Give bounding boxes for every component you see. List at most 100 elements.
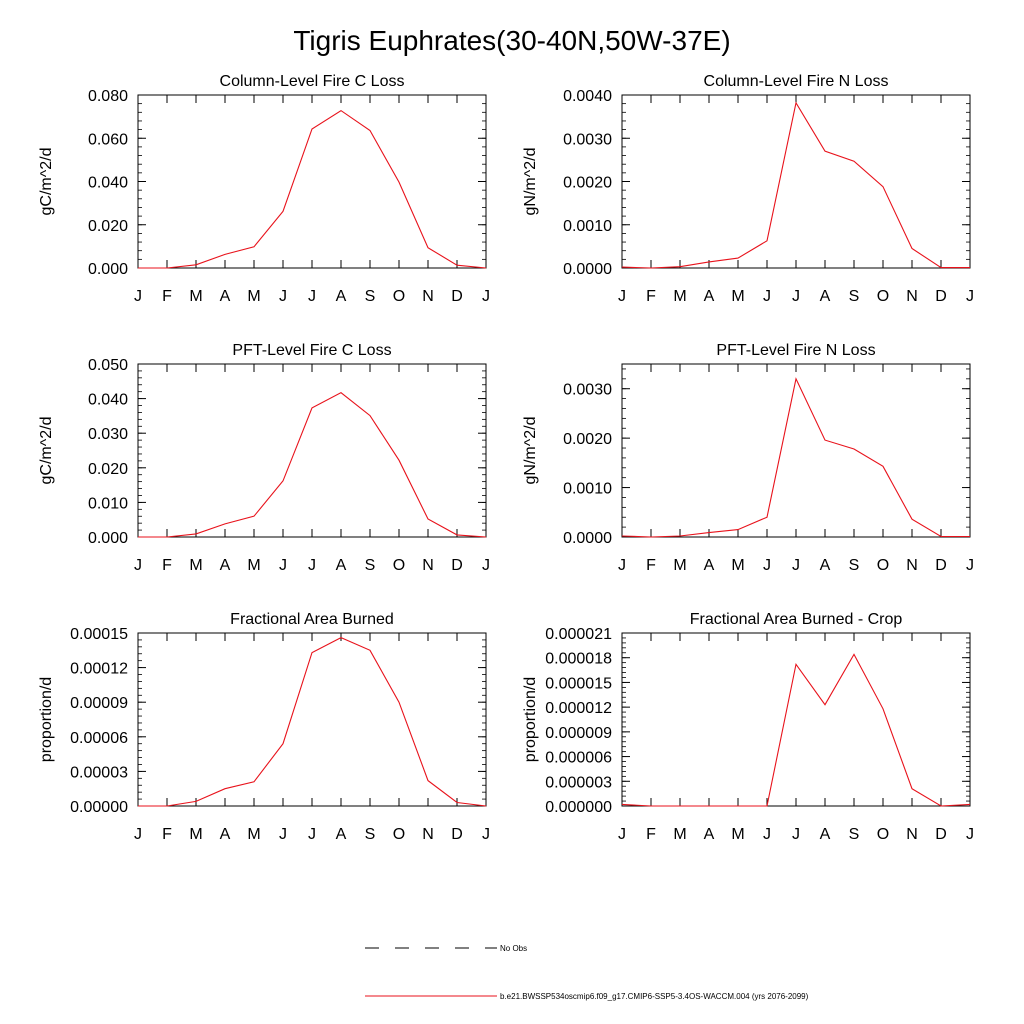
x-tick-label: F	[162, 826, 172, 843]
x-tick-label: O	[877, 557, 889, 574]
series-line	[621, 653, 971, 807]
x-tick-label: J	[482, 826, 490, 843]
x-tick-label: A	[704, 557, 715, 574]
y-tick-label: 0.0030	[563, 382, 612, 399]
x-tick-label: J	[792, 826, 800, 843]
y-tick-label: 0.000	[88, 530, 128, 547]
panel-title: PFT-Level Fire C Loss	[232, 342, 391, 359]
x-tick-label: M	[673, 557, 686, 574]
x-tick-label: A	[220, 288, 231, 305]
figure-title: Tigris Euphrates(30-40N,50W-37E)	[293, 25, 730, 56]
x-tick-label: D	[935, 557, 947, 574]
y-tick-label: 0.000000	[545, 799, 612, 816]
x-tick-label: D	[935, 826, 947, 843]
y-tick-label: 0.020	[88, 461, 128, 478]
plot-frame	[137, 632, 487, 807]
x-tick-label: J	[308, 826, 316, 843]
x-tick-label: J	[763, 557, 771, 574]
y-tick-label: 0.0020	[563, 431, 612, 448]
x-tick-label: J	[966, 826, 974, 843]
x-tick-label: J	[763, 826, 771, 843]
x-tick-label: J	[308, 557, 316, 574]
y-tick-label: 0.00015	[70, 626, 128, 643]
panel-title: Fractional Area Burned	[230, 611, 394, 628]
plot-frame	[621, 632, 971, 807]
x-tick-label: M	[189, 826, 202, 843]
x-tick-label: O	[877, 288, 889, 305]
x-tick-label: M	[731, 826, 744, 843]
y-tick-label: 0.00003	[70, 764, 128, 781]
x-tick-label: F	[162, 288, 172, 305]
y-tick-label: 0.000012	[545, 700, 612, 717]
x-tick-label: J	[966, 288, 974, 305]
x-tick-label: A	[220, 557, 231, 574]
x-tick-label: M	[731, 288, 744, 305]
y-tick-label: 0.00009	[70, 695, 128, 712]
x-tick-label: D	[451, 557, 463, 574]
x-tick-label: F	[646, 826, 656, 843]
x-tick-label: N	[422, 288, 434, 305]
x-tick-label: A	[820, 557, 831, 574]
x-tick-label: J	[966, 557, 974, 574]
y-tick-label: 0.040	[88, 175, 128, 192]
x-tick-label: N	[906, 826, 918, 843]
x-tick-label: S	[849, 557, 860, 574]
x-tick-label: N	[906, 288, 918, 305]
y-tick-label: 0.0010	[563, 481, 612, 498]
series-line	[138, 392, 487, 538]
y-tick-label: 0.0000	[563, 530, 612, 547]
x-tick-label: A	[336, 288, 347, 305]
x-tick-label: J	[792, 557, 800, 574]
y-axis-label: gN/m^2/d	[522, 417, 539, 485]
panel-title: Fractional Area Burned - Crop	[690, 611, 903, 628]
y-axis-label: gC/m^2/d	[38, 148, 55, 216]
x-tick-label: J	[279, 557, 287, 574]
y-tick-label: 0.00012	[70, 661, 128, 678]
y-tick-label: 0.060	[88, 131, 128, 148]
x-tick-label: A	[820, 826, 831, 843]
y-tick-label: 0.000018	[545, 651, 612, 668]
y-axis-label: gC/m^2/d	[38, 417, 55, 485]
x-tick-label: M	[673, 288, 686, 305]
x-tick-label: J	[618, 557, 626, 574]
y-tick-label: 0.050	[88, 357, 128, 374]
y-axis-label: proportion/d	[38, 677, 55, 762]
series-line	[138, 109, 487, 269]
x-tick-label: F	[646, 288, 656, 305]
y-axis-label: proportion/d	[522, 677, 539, 762]
plot-frame	[621, 363, 971, 538]
x-tick-label: A	[220, 826, 231, 843]
x-tick-label: J	[134, 557, 142, 574]
x-tick-label: J	[482, 557, 490, 574]
x-tick-label: M	[247, 557, 260, 574]
x-tick-label: J	[792, 288, 800, 305]
y-tick-label: 0.0000	[563, 261, 612, 278]
x-tick-label: J	[279, 826, 287, 843]
y-tick-label: 0.000003	[545, 774, 612, 791]
y-tick-label: 0.0040	[563, 88, 612, 105]
series-line	[138, 636, 487, 807]
y-tick-label: 0.020	[88, 218, 128, 235]
y-tick-label: 0.00006	[70, 730, 128, 747]
x-tick-label: M	[247, 288, 260, 305]
y-tick-label: 0.000021	[545, 626, 612, 643]
x-tick-label: A	[704, 826, 715, 843]
series-line	[621, 377, 970, 538]
x-tick-label: J	[482, 288, 490, 305]
y-tick-label: 0.080	[88, 88, 128, 105]
x-tick-label: M	[673, 826, 686, 843]
y-tick-label: 0.000006	[545, 750, 612, 767]
x-tick-label: D	[451, 826, 463, 843]
x-tick-label: S	[365, 288, 376, 305]
x-tick-label: J	[618, 826, 626, 843]
x-tick-label: D	[451, 288, 463, 305]
legend-label-model: b.e21.BWSSP534oscmip6.f09_g17.CMIP6-SSP5…	[500, 992, 809, 1001]
x-tick-label: A	[336, 826, 347, 843]
y-tick-label: 0.00000	[70, 799, 128, 816]
x-tick-label: J	[618, 288, 626, 305]
panel-title: PFT-Level Fire N Loss	[716, 342, 875, 359]
x-tick-label: S	[849, 288, 860, 305]
